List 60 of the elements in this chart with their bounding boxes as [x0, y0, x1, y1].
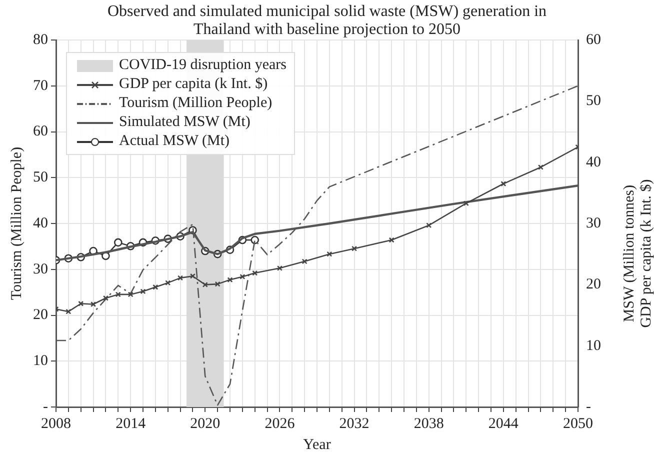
point — [276, 265, 282, 271]
y-tick-label: 80 — [33, 32, 48, 48]
y2-tick-label: 30 — [586, 215, 601, 232]
point — [326, 251, 332, 257]
y-tick-label: 40 — [33, 215, 48, 232]
point — [178, 275, 184, 281]
point — [500, 180, 506, 187]
y-axis-title: Tourism (Million People) — [8, 146, 25, 300]
x-tick-label: 2014 — [116, 416, 146, 432]
point — [250, 236, 260, 244]
y2-tick-label: 50 — [586, 93, 601, 110]
x-tick-label: 2032 — [339, 416, 370, 432]
x-tick-label: 2044 — [488, 416, 519, 432]
y2-tick-label: - — [586, 398, 591, 415]
point — [302, 258, 308, 264]
chart-title: Observed and simulated municipal solid waste (MSW) generation in Thailand with baseline projection to 2050 — [107, 3, 547, 38]
point — [214, 281, 220, 287]
point — [66, 308, 72, 314]
y2-tick-label: 40 — [586, 154, 601, 170]
y-tick-label: 10 — [33, 353, 48, 370]
point — [463, 200, 469, 206]
point — [115, 292, 121, 298]
y-tick-label: - — [43, 398, 48, 415]
legend-label: GDP per capita (k Int. $) — [119, 76, 268, 93]
legend-label: Actual MSW (Mt) — [119, 133, 230, 150]
point — [227, 277, 233, 283]
point — [152, 284, 158, 290]
y2-axis-title: MSW (Million tonnes) GDP per capita (k Int. $) — [621, 179, 654, 328]
point — [388, 237, 394, 243]
point — [114, 238, 122, 247]
point — [165, 280, 171, 286]
point — [190, 273, 196, 279]
point — [90, 301, 96, 308]
x-tick-label: 2008 — [41, 416, 71, 432]
y2-tick-label: 60 — [586, 32, 601, 48]
x-tick-label: 2038 — [414, 416, 444, 432]
y-tick-label: 70 — [33, 78, 48, 94]
y-tick-label: 60 — [33, 124, 48, 140]
y-tick-label: 50 — [33, 170, 48, 186]
point — [202, 282, 208, 288]
legend-label: Simulated MSW (Mt) — [119, 114, 250, 131]
point — [240, 274, 246, 280]
point — [252, 270, 258, 276]
y2-tick-label: 20 — [586, 276, 601, 293]
x-axis-title: Year — [303, 436, 331, 453]
x-tick-label: 2026 — [264, 416, 296, 432]
y-tick-label: 30 — [33, 261, 48, 278]
point — [352, 246, 358, 252]
point — [78, 300, 84, 306]
point — [102, 295, 108, 301]
x-tick-label: 2050 — [563, 416, 593, 432]
x-tick-label: 2020 — [190, 416, 220, 432]
band-label: COVID-19 disruption years — [119, 57, 286, 74]
point — [426, 222, 432, 228]
point — [140, 288, 146, 294]
point — [538, 164, 544, 170]
y-tick-label: 20 — [33, 307, 48, 324]
point — [128, 292, 134, 298]
y2-tick-label: 10 — [586, 338, 601, 354]
legend-label: Tourism (Million People) — [119, 95, 272, 112]
